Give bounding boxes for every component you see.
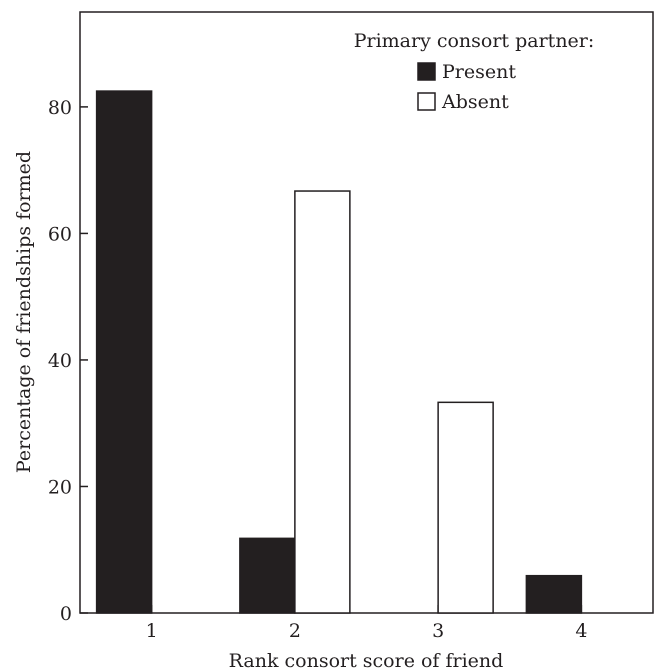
x-tick-label-2: 2 bbox=[289, 620, 301, 642]
bar-present-1 bbox=[95, 90, 153, 614]
x-axis-ticks: 1 2 3 4 bbox=[146, 605, 587, 642]
y-tick-label-0: 0 bbox=[60, 603, 72, 625]
x-axis-title: Rank consort score of friend bbox=[229, 650, 504, 672]
legend-label-present: Present bbox=[442, 61, 516, 83]
bar-absent-2 bbox=[294, 190, 351, 614]
y-tick-label-80: 80 bbox=[48, 97, 72, 119]
y-axis-ticks: 0 20 40 60 80 bbox=[48, 97, 88, 625]
legend-swatch-absent bbox=[417, 92, 436, 111]
y-tick-label-20: 20 bbox=[48, 476, 72, 498]
y-tick-label-60: 60 bbox=[48, 223, 72, 245]
x-tick-label-1: 1 bbox=[146, 620, 158, 642]
x-tick-label-3: 3 bbox=[432, 620, 444, 642]
legend: Primary consort partner: Present Absent bbox=[354, 30, 595, 113]
legend-label-absent: Absent bbox=[441, 91, 509, 113]
bar-present-2 bbox=[239, 537, 296, 614]
plot-frame bbox=[79, 11, 654, 614]
legend-swatch-present bbox=[417, 62, 436, 81]
bar-absent-3 bbox=[437, 401, 494, 614]
legend-title: Primary consort partner: bbox=[354, 30, 595, 52]
y-tick-label-40: 40 bbox=[48, 350, 72, 372]
x-tick-label-4: 4 bbox=[575, 620, 587, 642]
bar-present-4 bbox=[525, 574, 583, 614]
y-axis-title: Percentage of friendships formed bbox=[13, 151, 35, 473]
bars bbox=[95, 90, 583, 614]
